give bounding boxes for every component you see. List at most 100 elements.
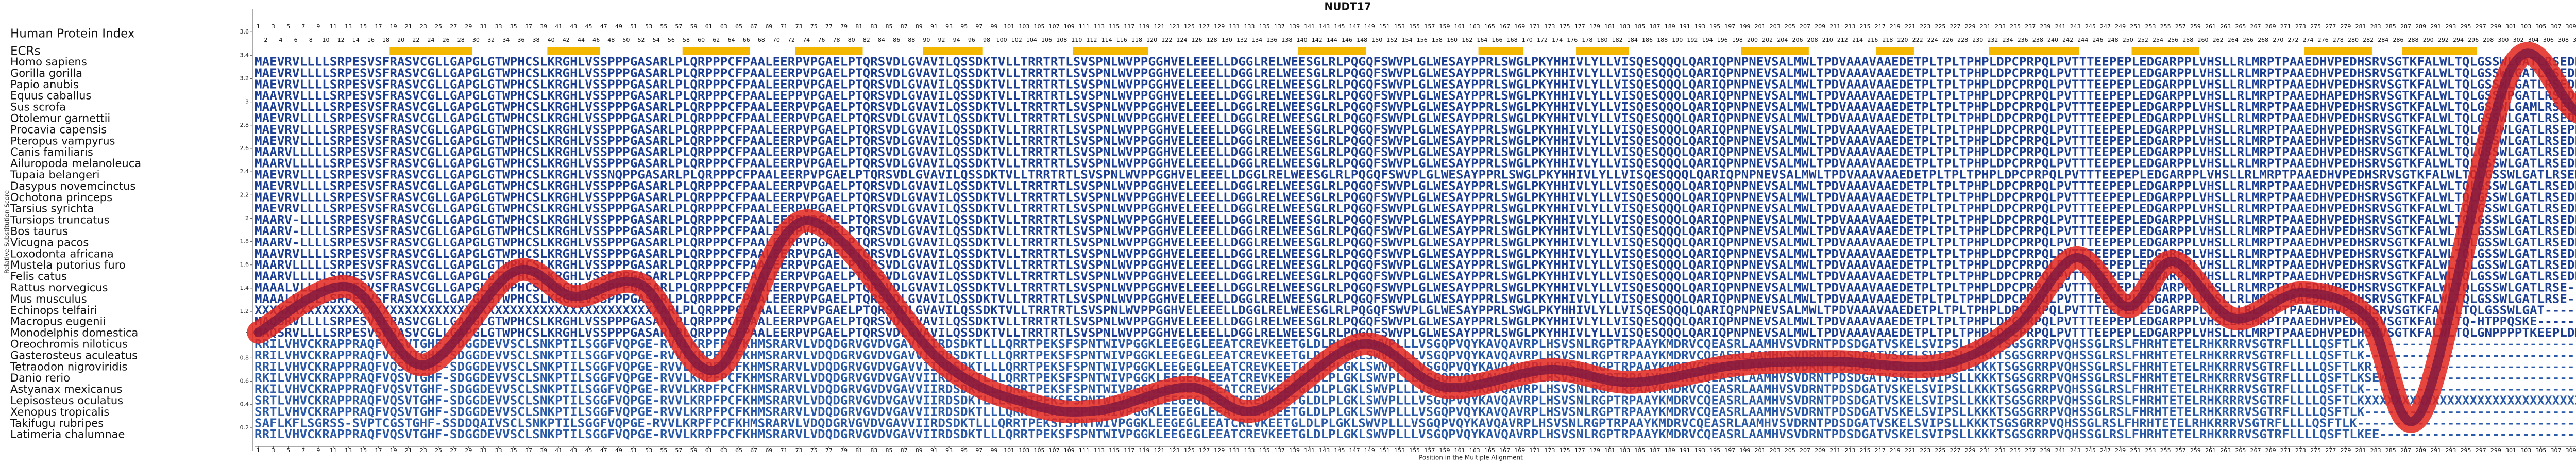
position-label: 281 bbox=[2355, 23, 2366, 30]
x-tick-label: 35 bbox=[510, 447, 517, 454]
x-tick-label: 205 bbox=[1785, 447, 1795, 454]
x-tick-label: 203 bbox=[1770, 447, 1781, 454]
position-label: 198 bbox=[1732, 37, 1743, 43]
position-label: 155 bbox=[1409, 23, 1420, 30]
position-label: 290 bbox=[2423, 37, 2434, 43]
position-label: 64 bbox=[727, 37, 735, 43]
position-label: 181 bbox=[1604, 23, 1615, 30]
x-tick-label: 277 bbox=[2325, 447, 2336, 454]
position-label: 258 bbox=[2182, 37, 2193, 43]
x-tick-label: 27 bbox=[450, 447, 457, 454]
x-tick-label: 33 bbox=[495, 447, 502, 454]
position-label: 158 bbox=[1432, 37, 1443, 43]
y-tick-label: 0.6 bbox=[240, 378, 249, 385]
species-name: Bos taurus bbox=[10, 225, 68, 238]
species-name: Mus musculus bbox=[10, 293, 87, 305]
position-label: 76 bbox=[818, 37, 825, 43]
position-label: 116 bbox=[1116, 37, 1127, 43]
x-tick-label: 263 bbox=[2220, 447, 2231, 454]
position-label: 141 bbox=[1304, 23, 1315, 30]
x-tick-label: 215 bbox=[1860, 447, 1871, 454]
x-tick-label: 301 bbox=[2505, 447, 2516, 454]
y-tick-label: 1.4 bbox=[240, 285, 249, 291]
position-label: 207 bbox=[1800, 23, 1810, 30]
position-label: 263 bbox=[2220, 23, 2231, 30]
position-label: 4 bbox=[279, 37, 283, 43]
x-tick-label: 115 bbox=[1109, 447, 1120, 454]
x-tick-label: 243 bbox=[2070, 447, 2081, 454]
position-label: 238 bbox=[2032, 37, 2043, 43]
x-tick-label: 223 bbox=[1920, 447, 1930, 454]
position-label: 46 bbox=[592, 37, 600, 43]
position-label: 106 bbox=[1041, 37, 1052, 43]
position-label: 210 bbox=[1822, 37, 1833, 43]
ecr-bar bbox=[389, 47, 472, 55]
x-tick-label: 9 bbox=[316, 447, 320, 454]
position-label: 197 bbox=[1724, 23, 1735, 30]
species-name: Pteropus vampyrus bbox=[10, 135, 115, 147]
position-label: 126 bbox=[1192, 37, 1202, 43]
x-tick-label: 113 bbox=[1094, 447, 1105, 454]
x-tick-label: 93 bbox=[945, 447, 953, 454]
x-tick-label: 95 bbox=[960, 447, 968, 454]
ecr-bar bbox=[1576, 47, 1629, 55]
species-name: Equus caballus bbox=[10, 90, 91, 102]
species-name: Lepisosteus oculatus bbox=[10, 394, 123, 407]
position-label: 161 bbox=[1454, 23, 1465, 30]
ecr-bar bbox=[682, 47, 750, 55]
x-tick-label: 297 bbox=[2476, 447, 2486, 454]
sequence: MAAVRVLLLLSRPESVSFRASVCGLLGAPGLGTWPHCSLK… bbox=[255, 89, 2576, 103]
species-name: Astyanax mexicanus bbox=[10, 383, 122, 395]
position-label: 7 bbox=[301, 23, 305, 30]
species-name: Felis catus bbox=[10, 270, 67, 283]
x-tick-label: 49 bbox=[615, 447, 622, 454]
position-label: 279 bbox=[2340, 23, 2351, 30]
x-tick-label: 169 bbox=[1514, 447, 1525, 454]
x-tick-label: 173 bbox=[1545, 447, 1555, 454]
position-label: 41 bbox=[555, 23, 562, 30]
position-label: 71 bbox=[780, 23, 787, 30]
position-label: 34 bbox=[502, 37, 510, 43]
position-label: 209 bbox=[1815, 23, 1825, 30]
position-label: 300 bbox=[2498, 37, 2509, 43]
position-label: 136 bbox=[1266, 37, 1277, 43]
sequence: MAEVRVLLLLSRPESVSFRASVCGLLGAPGLGTWPHCSLK… bbox=[255, 78, 2576, 91]
position-label: 120 bbox=[1146, 37, 1157, 43]
position-label: 191 bbox=[1680, 23, 1690, 30]
x-tick-label: 279 bbox=[2340, 447, 2351, 454]
position-label: 175 bbox=[1560, 23, 1570, 30]
position-label: 101 bbox=[1004, 23, 1014, 30]
position-label: 183 bbox=[1619, 23, 1630, 30]
x-tick-label: 209 bbox=[1815, 447, 1825, 454]
position-label: 253 bbox=[2145, 23, 2156, 30]
y-tick-label: 2.6 bbox=[240, 145, 249, 152]
x-tick-label: 99 bbox=[991, 447, 998, 454]
position-label: 35 bbox=[510, 23, 517, 30]
position-label: 257 bbox=[2175, 23, 2186, 30]
position-label: 271 bbox=[2280, 23, 2291, 30]
species-name: Loxodonta africana bbox=[10, 247, 114, 260]
y-tick-label: 2.4 bbox=[240, 168, 249, 175]
position-label: 206 bbox=[1792, 37, 1803, 43]
position-label: 276 bbox=[2318, 37, 2329, 43]
position-label: 226 bbox=[1942, 37, 1953, 43]
x-tick-label: 199 bbox=[1739, 447, 1750, 454]
position-label: 244 bbox=[2077, 37, 2088, 43]
position-label: 268 bbox=[2258, 37, 2268, 43]
x-tick-label: 175 bbox=[1560, 447, 1570, 454]
position-label: 264 bbox=[2228, 37, 2239, 43]
position-label: 159 bbox=[1439, 23, 1450, 30]
position-label: 81 bbox=[855, 23, 862, 30]
position-label: 31 bbox=[480, 23, 487, 30]
position-label: 272 bbox=[2287, 37, 2298, 43]
position-label: 254 bbox=[2153, 37, 2163, 43]
x-tick-label: 67 bbox=[750, 447, 757, 454]
position-label: 215 bbox=[1860, 23, 1871, 30]
x-tick-label: 5 bbox=[286, 447, 290, 454]
position-label: 309 bbox=[2566, 23, 2576, 30]
position-label: 61 bbox=[705, 23, 713, 30]
x-tick-label: 273 bbox=[2295, 447, 2306, 454]
position-label: 250 bbox=[2123, 37, 2133, 43]
position-label: 8 bbox=[309, 37, 313, 43]
position-label: 97 bbox=[975, 23, 982, 30]
